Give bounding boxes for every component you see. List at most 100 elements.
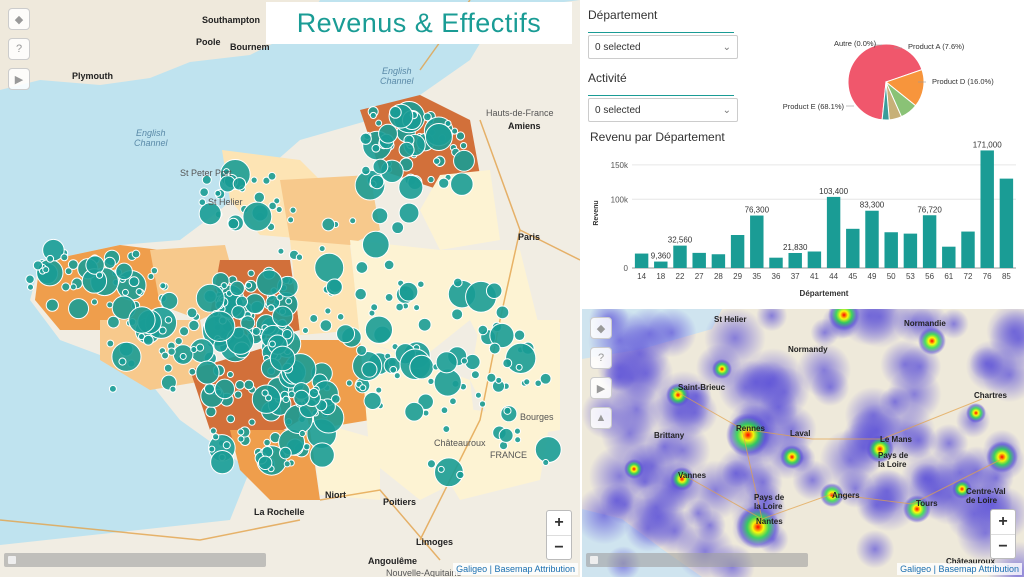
bar[interactable] [769, 257, 783, 268]
bar[interactable] [711, 254, 726, 268]
bar[interactable] [673, 245, 687, 268]
x-tick-label: 61 [944, 272, 953, 281]
zoom-out-button[interactable]: − [547, 535, 571, 559]
bar[interactable] [730, 235, 745, 268]
activite-select[interactable]: 0 selected ⌄ [588, 98, 738, 122]
x-tick-label: 27 [695, 272, 704, 281]
timeline-scrollbar[interactable] [586, 553, 808, 567]
x-tick-label: 29 [733, 272, 742, 281]
place-label: Poole [196, 37, 221, 47]
bar[interactable] [692, 252, 706, 268]
scroll-handle[interactable] [8, 556, 16, 564]
place-label: Bourges [520, 412, 554, 422]
chevron-down-icon: ⌄ [722, 104, 731, 116]
play-icon[interactable]: ▶ [590, 377, 612, 399]
bar[interactable] [750, 215, 764, 268]
y-tick-label: 0 [624, 264, 629, 273]
place-label: Bournem [230, 42, 270, 52]
place-label: Hauts-de-France [486, 108, 554, 118]
bar[interactable] [807, 251, 822, 269]
bar[interactable] [961, 231, 975, 268]
bar-svg: 0 100k 150k 14 18 9,360 22 32,560 27 28 29 35 76,300… [593, 140, 1016, 298]
choropleth-map[interactable]: Southampton Poole Bournem Plymouth English C… [0, 0, 580, 577]
x-tick-label: 56 [925, 272, 934, 281]
pie-slice[interactable] [881, 81, 890, 121]
pie-slice[interactable] [847, 43, 923, 121]
bar[interactable] [788, 252, 802, 268]
bar[interactable] [942, 246, 956, 268]
data-label: 83,300 [860, 201, 885, 210]
place-label: Angers [832, 491, 860, 500]
timeline-scrollbar[interactable] [4, 553, 266, 567]
bar[interactable] [654, 261, 668, 268]
product-pie-chart: Autre (0.0%) Product A (7.6%) Product D (1… [760, 34, 1020, 129]
divider [588, 95, 734, 96]
departement-select[interactable]: 0 selected ⌄ [588, 35, 738, 59]
x-tick-label: 72 [964, 272, 973, 281]
x-tick-label: 44 [829, 272, 838, 281]
x-tick-label: 45 [848, 272, 857, 281]
pie-label: Product D (16.0%) [932, 77, 994, 86]
place-label: Brittany [654, 431, 685, 440]
help-icon[interactable]: ? [8, 38, 30, 60]
heat-map-base [582, 309, 1024, 577]
bar[interactable] [634, 253, 649, 268]
map-attribution[interactable]: Galigeo | Basemap Attribution [897, 563, 1022, 575]
place-label: Châteauroux [946, 557, 995, 566]
bar[interactable] [980, 150, 994, 268]
place-label: Saint-Brieuc [678, 383, 726, 392]
place-label: St Peter Port [180, 168, 232, 178]
place-label: Pays de la Loire [754, 493, 785, 511]
pie-label: Product E (68.1%) [783, 102, 845, 111]
bar[interactable] [846, 228, 860, 268]
help-icon[interactable]: ? [590, 347, 612, 369]
x-tick-label: 85 [1002, 272, 1011, 281]
x-tick-label: 53 [906, 272, 915, 281]
zoom-control: + − [990, 509, 1016, 559]
dashboard-title: Revenus & Effectifs [266, 2, 572, 44]
x-tick-label: 14 [637, 272, 646, 281]
bar[interactable] [826, 196, 841, 268]
data-label: 21,830 [783, 243, 808, 252]
place-label: Limoges [416, 537, 454, 547]
bar[interactable] [999, 178, 1014, 268]
layers-icon[interactable]: ◆ [8, 8, 30, 30]
bar[interactable] [903, 233, 918, 268]
zoom-control: + − [546, 510, 572, 560]
place-label: FRANCE [490, 450, 528, 460]
zoom-in-button[interactable]: + [998, 513, 1008, 530]
zoom-in-button[interactable]: + [554, 514, 564, 531]
place-label: Normandy [788, 345, 828, 354]
data-label: 171,000 [973, 140, 1002, 149]
x-tick-label: 49 [868, 272, 877, 281]
place-label: Normandie [904, 319, 946, 328]
drop-icon[interactable]: ▲ [590, 407, 612, 429]
x-tick-label: 22 [676, 272, 685, 281]
layers-icon[interactable]: ◆ [590, 317, 612, 339]
y-tick-label: 100k [611, 195, 629, 204]
x-tick-label: 18 [656, 272, 665, 281]
map-base [0, 0, 580, 577]
bar[interactable] [922, 215, 937, 268]
pie-svg: Autre (0.0%) Product A (7.6%) Product D (1… [783, 39, 994, 121]
activite-filter-label: Activité [588, 71, 627, 85]
place-label: Laval [790, 429, 811, 438]
zoom-out-button[interactable]: − [991, 534, 1015, 558]
place-label: Pays de la Loire [878, 451, 909, 469]
place-label: St Helier [714, 315, 747, 324]
departement-filter-label: Département [588, 8, 658, 22]
play-icon[interactable]: ▶ [8, 68, 30, 90]
place-label: English Channel [380, 66, 414, 86]
heat-map[interactable]: St Helier Normandy Normandie Saint-Brieuc Br… [582, 309, 1024, 577]
place-label: Centre-Val de Loire [966, 487, 1006, 505]
x-tick-label: 76 [983, 272, 992, 281]
map-attribution[interactable]: Galigeo | Basemap Attribution [453, 563, 578, 575]
x-tick-label: 37 [791, 272, 800, 281]
y-tick-label: 150k [611, 161, 629, 170]
bar[interactable] [865, 210, 879, 268]
x-tick-label: 28 [714, 272, 723, 281]
bar[interactable] [884, 232, 898, 268]
x-axis-label: Département [800, 289, 849, 298]
scroll-handle[interactable] [590, 556, 598, 564]
